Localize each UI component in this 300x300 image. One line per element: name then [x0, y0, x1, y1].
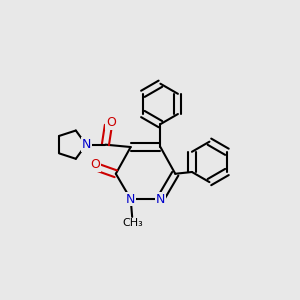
Text: N: N: [156, 193, 165, 206]
Text: CH₃: CH₃: [122, 218, 143, 228]
Text: O: O: [106, 116, 116, 130]
Text: N: N: [126, 193, 135, 206]
Text: N: N: [81, 138, 91, 151]
Text: O: O: [90, 158, 100, 171]
